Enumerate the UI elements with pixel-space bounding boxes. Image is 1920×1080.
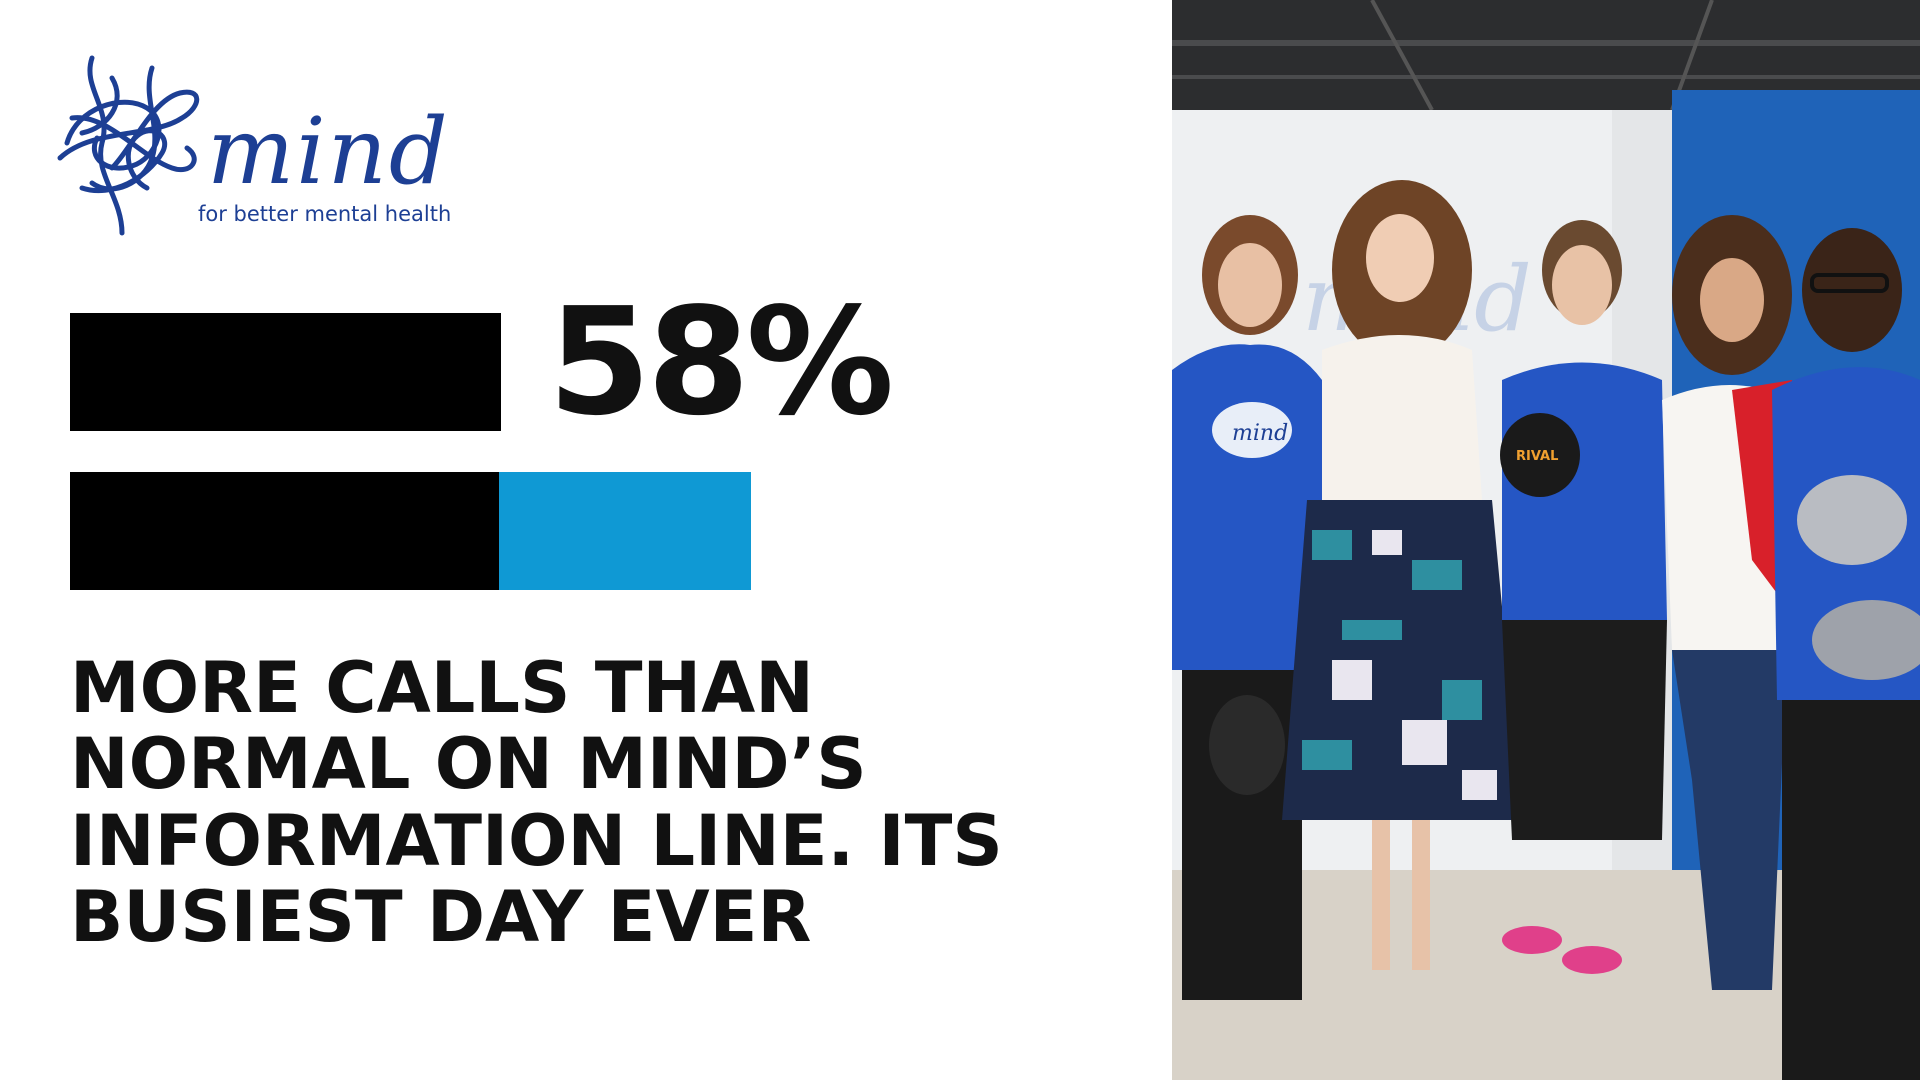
person-5 bbox=[1772, 228, 1920, 1080]
person-4 bbox=[1662, 215, 1797, 990]
scribble-logo-icon bbox=[57, 55, 200, 236]
person-1: mind bbox=[1172, 215, 1322, 1000]
stat-line: NORMAL ON MIND’S bbox=[70, 723, 867, 806]
logo-tagline: for better mental health bbox=[198, 202, 452, 226]
mind-logo: mind for better mental health bbox=[52, 48, 482, 238]
comparison-bar bbox=[70, 472, 751, 590]
baseline-bar bbox=[70, 313, 501, 431]
shirt-logo-text: mind bbox=[1232, 421, 1288, 446]
comparison-bar-baseline-fill bbox=[70, 472, 500, 590]
glove-brand-text: RIVAL bbox=[1516, 449, 1558, 464]
stat-percent: 58% bbox=[548, 276, 894, 448]
stat-description: MORE CALLS THAN NORMAL ON MIND’S INFORMA… bbox=[70, 650, 1070, 955]
stat-line: BUSIEST DAY EVER bbox=[70, 875, 812, 958]
stat-line: INFORMATION LINE. ITS bbox=[70, 799, 1003, 882]
info-panel: mind for better mental health 58% MORE C… bbox=[52, 48, 1070, 956]
person-2 bbox=[1282, 180, 1522, 970]
stat-line: MORE CALLS THAN bbox=[70, 647, 814, 729]
person-3: RIVAL bbox=[1500, 220, 1667, 974]
logo-wordmark: mind bbox=[207, 98, 450, 205]
group-photo: mind mind bbox=[1172, 0, 1920, 1080]
